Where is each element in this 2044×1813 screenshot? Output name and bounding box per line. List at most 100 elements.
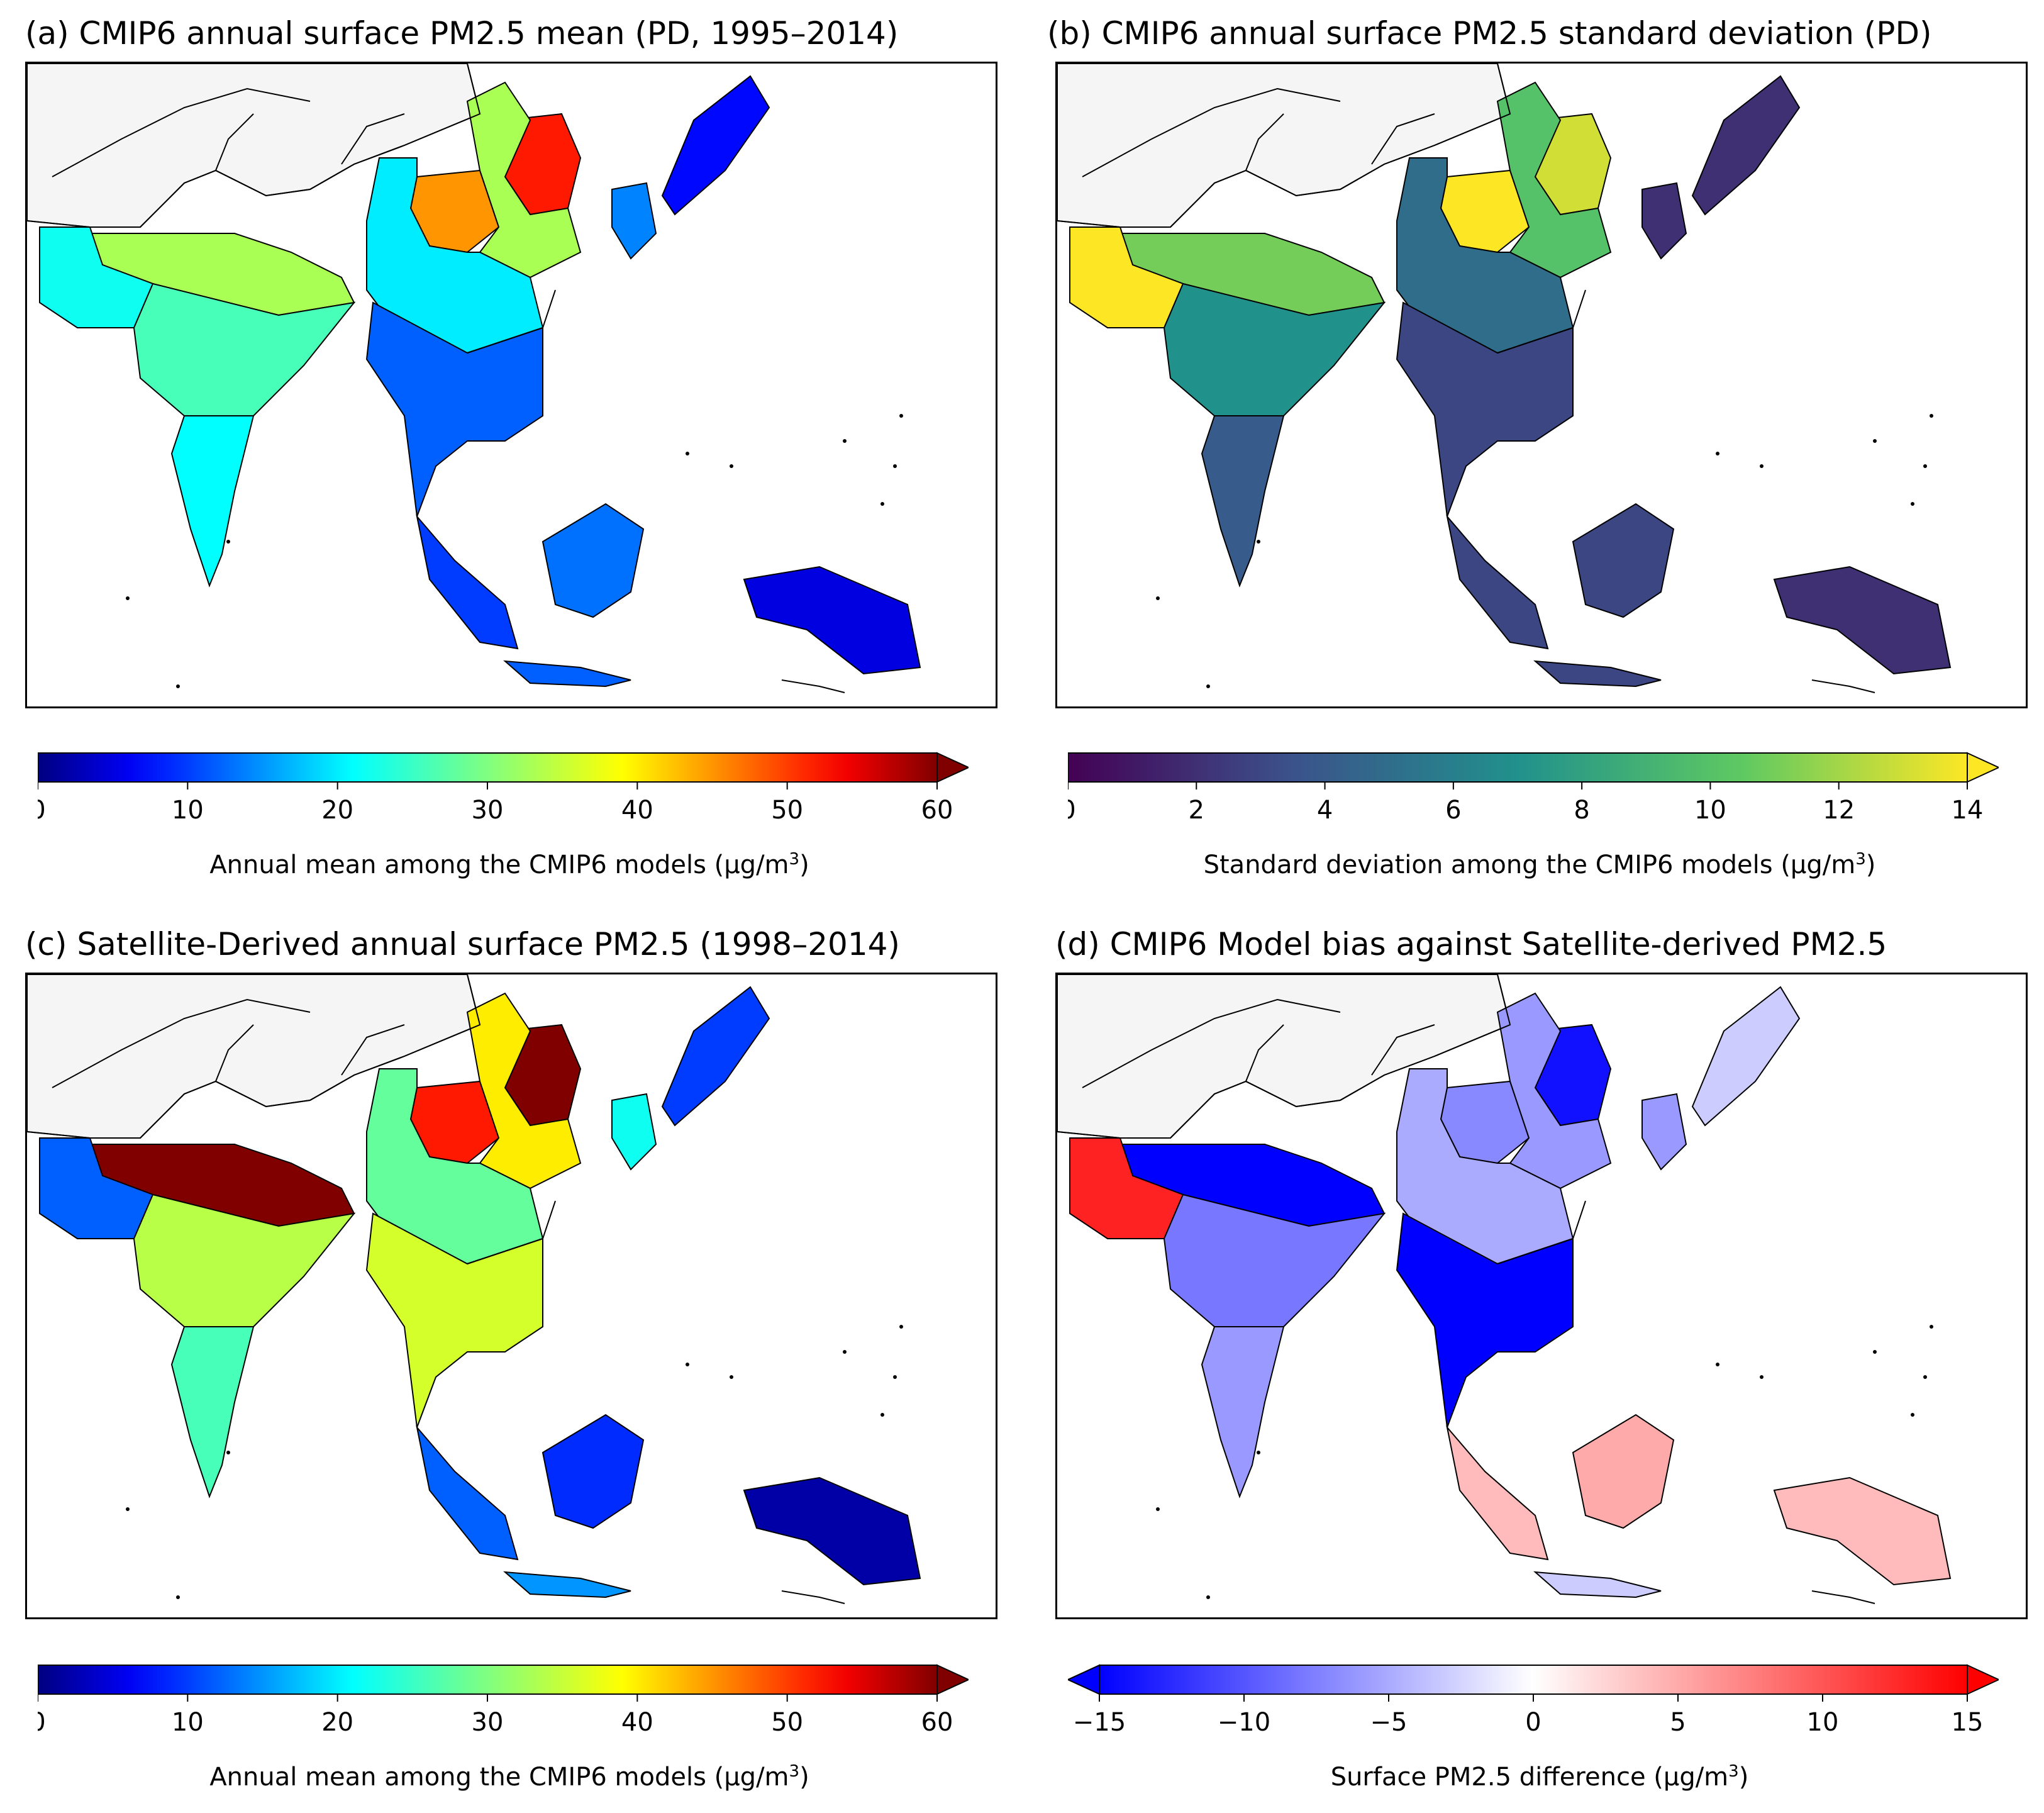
region-south-india [1201,1326,1285,1498]
panel-a-title: (a) CMIP6 annual surface PM2.5 mean (PD,… [25,15,899,52]
region-korea [1641,1093,1687,1171]
region-central-india [1163,282,1386,416]
island-dot [1923,464,1927,468]
island-dot [843,439,847,443]
panel-a-map [25,62,997,708]
colorbar-extend-max [936,1664,969,1695]
coastline [27,64,481,228]
region-central-india [133,1193,356,1327]
region-java [1533,660,1662,688]
colorbar-extend-max [936,752,969,783]
panel-c-colorbar: 0 10 20 30 40 50 60 [38,1664,969,1737]
panel-a-colorbar-label-sup: 3 [789,850,800,869]
colorbar-tick-label: 15 [1952,1708,1984,1737]
region-south-india [1201,415,1285,588]
panel-c-colorbar-label-text: Annual mean among the CMIP6 models (μg/m [209,1763,789,1792]
panel-c-title: (c) Satellite-Derived annual surface PM2… [25,926,900,962]
island-dot [1156,596,1160,600]
colorbar-extend-min [1068,1664,1100,1695]
colorbar-tick-label: 20 [321,1708,353,1737]
island-dot [730,464,733,468]
colorbar-tick-label: 0 [38,1708,46,1737]
colorbar-gradient [38,753,937,782]
island-dot [1911,1413,1914,1417]
panel-a-map-svg [27,64,996,706]
colorbar-tick-label: 40 [621,796,653,825]
island-dot [686,1363,689,1366]
colorbar-tick-label: 50 [771,1708,803,1737]
colorbar-tick-label: 4 [1317,796,1333,825]
region-borneo [542,1414,645,1529]
panel-d-colorbar-label-sup: 3 [1728,1762,1739,1781]
coastline [1811,679,1875,693]
colorbar-tick-label: 40 [621,1708,653,1737]
coastline [379,157,418,177]
region-java [1533,1571,1662,1598]
region-borneo [1572,1414,1675,1529]
coastline [781,1590,845,1604]
island-dot [1716,1363,1719,1366]
region-sumatra [416,514,519,650]
island-dot [1760,464,1764,468]
panel-b-map-svg [1057,64,2026,706]
region-central-india [133,282,356,416]
coastline [1409,157,1448,177]
region-sumatra [416,1425,519,1561]
region-new-guinea [1773,566,1952,675]
island-dot [1257,1451,1260,1454]
region-south-china [1396,1068,1574,1265]
panel-c-colorbar-label: Annual mean among the CMIP6 models (μg/m… [25,1763,994,1790]
coastline [1811,1590,1875,1604]
island-dot [126,1507,130,1511]
panel-b-colorbar-label-sup: 3 [1855,850,1866,869]
colorbar-gradient [1099,1665,1967,1694]
region-borneo [542,503,645,618]
colorbar-tick-label: 30 [472,796,504,825]
colorbar-tick-label: 0 [1525,1708,1541,1737]
colorbar-tick-label: 2 [1189,796,1204,825]
panel-d-colorbar-label-text: Surface PM2.5 difference (μg/m [1330,1763,1729,1792]
island-dot [880,502,884,506]
region-sumatra [1446,1425,1549,1561]
colorbar-tick-label: 30 [472,1708,504,1737]
colorbar-tick-label: 10 [1807,1708,1839,1737]
colorbar-extend-max [1967,752,1999,783]
region-central-india [1163,1193,1386,1327]
coastline [1082,998,1341,1088]
colorbar-tick-label: 60 [921,1708,953,1737]
panel-d-colorbar-label-end: ) [1738,1763,1749,1792]
region-japan [1691,75,1801,216]
coastline [1497,289,1586,354]
region-central-east-china [1496,992,1612,1190]
coastline [341,113,405,165]
coastline [1409,1068,1448,1088]
island-dot [1923,1375,1927,1379]
colorbar-tick-label: −15 [1073,1708,1126,1737]
coastline [467,289,556,354]
region-java [503,660,631,688]
colorbar-frame [1068,752,1968,783]
colorbar-tick-label: 60 [921,796,953,825]
region-borneo [1572,503,1675,618]
region-new-guinea [1773,1476,1952,1586]
colorbar-extend-max [1967,1664,1999,1695]
panel-d-map [1055,973,2028,1619]
colorbar-tick-label: 10 [172,796,204,825]
region-central-east-china [1496,81,1612,279]
panel-b-map [1055,62,2028,708]
panel-b-title: (b) CMIP6 annual surface PM2.5 standard … [1047,15,1932,52]
island-dot [1873,439,1877,443]
coastline [1082,87,1341,177]
colorbar-tick-label: 10 [1694,796,1726,825]
coastline [27,974,481,1139]
region-japan [661,75,770,216]
colorbar-tick-label: 12 [1823,796,1855,825]
island-dot [1206,684,1210,688]
coastline [467,1200,556,1264]
coastline [1371,113,1435,165]
colorbar-tick-label: 14 [1952,796,1984,825]
panel-b-colorbar-label-end: ) [1865,851,1876,879]
panel-c-map [25,973,997,1619]
panel-a-colorbar-label-end: ) [799,851,809,879]
island-dot [1257,540,1260,544]
